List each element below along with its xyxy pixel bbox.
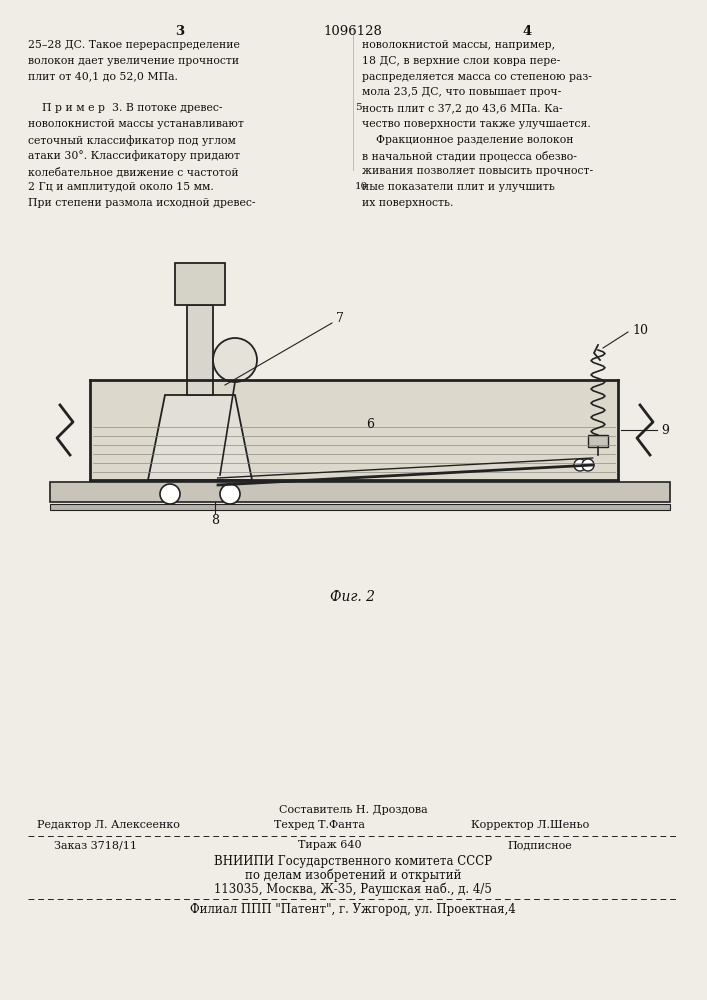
Text: 25–28 ДС. Такое перераспределение: 25–28 ДС. Такое перераспределение bbox=[28, 40, 240, 50]
Text: 10: 10 bbox=[632, 324, 648, 336]
Text: При степени размола исходной древес-: При степени размола исходной древес- bbox=[28, 198, 255, 208]
Text: 113035, Москва, Ж-35, Раушская наб., д. 4/5: 113035, Москва, Ж-35, Раушская наб., д. … bbox=[214, 883, 492, 896]
Text: Подписное: Подписное bbox=[508, 840, 573, 850]
Text: Техред Т.Фанта: Техред Т.Фанта bbox=[274, 820, 366, 830]
Text: чество поверхности также улучшается.: чество поверхности также улучшается. bbox=[362, 119, 591, 129]
Text: ные показатели плит и улучшить: ные показатели плит и улучшить bbox=[362, 182, 555, 192]
Text: Корректор Л.Шеньо: Корректор Л.Шеньо bbox=[471, 820, 589, 830]
Text: Филиал ППП "Патент", г. Ужгород, ул. Проектная,4: Филиал ППП "Патент", г. Ужгород, ул. Про… bbox=[190, 903, 516, 916]
Text: новолокнистой массы устанавливают: новолокнистой массы устанавливают bbox=[28, 119, 244, 129]
Text: живания позволяет повысить прочност-: живания позволяет повысить прочност- bbox=[362, 166, 593, 176]
Text: распределяется масса со степеною раз-: распределяется масса со степеною раз- bbox=[362, 72, 592, 82]
Text: 4: 4 bbox=[522, 25, 532, 38]
Text: ность плит с 37,2 до 43,6 МПа. Ка-: ность плит с 37,2 до 43,6 МПа. Ка- bbox=[362, 103, 563, 113]
Circle shape bbox=[213, 338, 257, 382]
Text: Составитель Н. Дроздова: Составитель Н. Дроздова bbox=[279, 805, 427, 815]
Text: 8: 8 bbox=[211, 514, 219, 526]
Bar bbox=[588, 435, 608, 447]
Text: Фракционное разделение волокон: Фракционное разделение волокон bbox=[362, 135, 573, 145]
Text: 6: 6 bbox=[366, 418, 374, 432]
Text: Тираж 640: Тираж 640 bbox=[298, 840, 362, 850]
Bar bbox=[175, 263, 225, 305]
Bar bbox=[90, 380, 618, 480]
Circle shape bbox=[220, 484, 240, 504]
Text: новолокнистой массы, например,: новолокнистой массы, например, bbox=[362, 40, 555, 50]
Text: 2 Гц и амплитудой около 15 мм.: 2 Гц и амплитудой около 15 мм. bbox=[28, 182, 214, 192]
Bar bbox=[50, 504, 670, 510]
Text: 7: 7 bbox=[336, 312, 344, 324]
Text: ВНИИПИ Государственного комитета СССР: ВНИИПИ Государственного комитета СССР bbox=[214, 855, 492, 868]
Circle shape bbox=[582, 459, 594, 471]
Text: 10: 10 bbox=[355, 182, 368, 191]
Polygon shape bbox=[148, 395, 252, 480]
Text: сеточный классификатор под углом: сеточный классификатор под углом bbox=[28, 135, 236, 146]
Text: 3: 3 bbox=[175, 25, 185, 38]
Text: Редактор Л. Алексеенко: Редактор Л. Алексеенко bbox=[37, 820, 180, 830]
Text: их поверхность.: их поверхность. bbox=[362, 198, 453, 208]
Circle shape bbox=[574, 459, 586, 471]
Circle shape bbox=[160, 484, 180, 504]
Text: волокон дает увеличение прочности: волокон дает увеличение прочности bbox=[28, 56, 239, 66]
Text: по делам изобретений и открытий: по делам изобретений и открытий bbox=[245, 869, 461, 882]
Text: 1096128: 1096128 bbox=[324, 25, 382, 38]
Text: мола 23,5 ДС, что повышает проч-: мола 23,5 ДС, что повышает проч- bbox=[362, 87, 561, 97]
Text: колебательное движение с частотой: колебательное движение с частотой bbox=[28, 166, 239, 177]
Text: плит от 40,1 до 52,0 МПа.: плит от 40,1 до 52,0 МПа. bbox=[28, 72, 178, 82]
Bar bbox=[50, 482, 670, 502]
Text: атаки 30°. Классификатору придают: атаки 30°. Классификатору придают bbox=[28, 151, 240, 161]
Text: 9: 9 bbox=[661, 424, 669, 436]
Text: в начальной стадии процесса обезво-: в начальной стадии процесса обезво- bbox=[362, 151, 577, 162]
Text: 5: 5 bbox=[355, 103, 361, 112]
Bar bbox=[187, 305, 213, 395]
Text: Фиг. 2: Фиг. 2 bbox=[330, 590, 375, 604]
Text: П р и м е р  3. В потоке древес-: П р и м е р 3. В потоке древес- bbox=[28, 103, 223, 113]
Text: Заказ 3718/11: Заказ 3718/11 bbox=[54, 840, 136, 850]
Text: 18 ДС, в верхние слои ковра пере-: 18 ДС, в верхние слои ковра пере- bbox=[362, 56, 560, 66]
